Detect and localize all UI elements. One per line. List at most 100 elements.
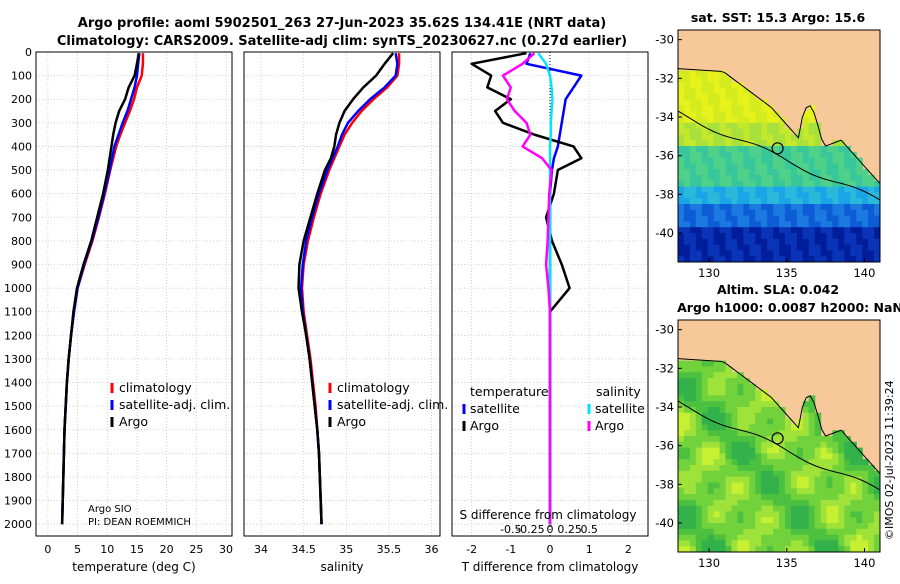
- ocean-cell: [850, 256, 857, 262]
- ocean-cell: [838, 151, 845, 159]
- ocean-cell: [802, 540, 810, 547]
- ocean-cell: [862, 192, 869, 199]
- ocean-cell: [695, 430, 703, 437]
- ocean-cell: [784, 198, 792, 205]
- ocean-cell: [814, 447, 822, 454]
- ocean-cell: [790, 505, 798, 512]
- ocean-cell: [820, 465, 828, 472]
- ocean-cell: [844, 476, 851, 483]
- ocean-cell: [689, 505, 697, 512]
- ocean-cell: [790, 517, 798, 524]
- ocean-cell: [826, 238, 834, 246]
- ocean-cell: [808, 499, 816, 507]
- ocean-cell: [856, 192, 863, 199]
- ocean-cell: [820, 534, 828, 541]
- legend-title-salinity: salinity: [596, 384, 641, 399]
- ocean-cell: [844, 233, 851, 240]
- ocean-cell: [707, 517, 715, 524]
- ocean-cell: [850, 204, 857, 211]
- ocean-cell: [678, 505, 685, 512]
- ocean-cell: [678, 209, 685, 217]
- ocean-cell: [862, 186, 869, 193]
- ocean-cell: [761, 488, 768, 495]
- ocean-cell: [773, 499, 780, 507]
- map-lon-label: 130: [698, 556, 720, 570]
- ocean-cell: [802, 238, 810, 246]
- ocean-cell: [767, 157, 774, 164]
- ocean-cell: [707, 169, 715, 176]
- ocean-cell: [808, 453, 816, 460]
- ocean-cell: [802, 209, 810, 217]
- ocean-cell: [838, 505, 845, 512]
- ocean-cell: [695, 151, 703, 159]
- ocean-cell: [719, 93, 727, 101]
- ocean-cell: [779, 534, 786, 541]
- ocean-cell: [868, 175, 875, 182]
- ocean-cell: [683, 534, 691, 541]
- ocean-cell: [689, 523, 697, 530]
- ocean-cell: [773, 476, 780, 483]
- ocean-cell: [678, 233, 685, 240]
- ocean-cell: [683, 389, 691, 396]
- ocean-cell: [749, 105, 756, 112]
- ocean-cell: [802, 482, 810, 489]
- ocean-cell: [743, 389, 750, 396]
- ocean-cell: [773, 250, 780, 257]
- ocean-cell: [784, 227, 792, 234]
- ocean-cell: [868, 215, 875, 222]
- ocean-cell: [850, 221, 857, 228]
- ocean-cell: [749, 546, 756, 552]
- ocean-cell: [767, 447, 774, 454]
- ocean-cell: [820, 447, 828, 454]
- ocean-cell: [719, 105, 727, 112]
- ocean-cell: [779, 499, 786, 507]
- ocean-cell: [695, 534, 703, 541]
- ocean-cell: [820, 482, 828, 489]
- ocean-cell: [707, 140, 715, 147]
- ocean-cell: [683, 412, 691, 420]
- ocean-cell: [826, 517, 834, 524]
- ocean-cell: [790, 424, 798, 431]
- ocean-cell: [832, 233, 840, 240]
- depth-tick-label: 0: [25, 46, 32, 59]
- ocean-cell: [874, 204, 880, 211]
- ocean-cell: [779, 256, 786, 262]
- ocean-cell: [731, 105, 739, 112]
- ocean-cell: [713, 528, 721, 536]
- ocean-cell: [773, 459, 780, 466]
- ocean-cell: [779, 528, 786, 536]
- ocean-cell: [689, 441, 697, 449]
- ocean-cell: [725, 494, 733, 501]
- ocean-cell: [731, 494, 739, 501]
- ocean-cell: [725, 256, 733, 262]
- ocean-cell: [820, 244, 828, 251]
- ocean-cell: [743, 436, 750, 443]
- ocean-cell: [701, 175, 709, 182]
- ocean-cell: [844, 528, 851, 536]
- ocean-cell: [678, 198, 685, 205]
- ocean-cell: [796, 441, 804, 449]
- ocean-cell: [856, 204, 863, 211]
- ocean-cell: [737, 82, 744, 89]
- ocean-cell: [689, 366, 697, 373]
- ocean-cell: [838, 186, 845, 193]
- ocean-cell: [838, 430, 845, 437]
- ocean-cell: [820, 151, 828, 159]
- ocean-cell: [695, 238, 703, 246]
- ocean-cell: [707, 465, 715, 472]
- depth-tick-label: 600: [11, 188, 32, 201]
- ocean-cell: [725, 238, 733, 246]
- ocean-cell: [719, 70, 727, 77]
- ocean-cell: [683, 99, 691, 106]
- ocean-cell: [790, 453, 798, 460]
- ocean-cell: [838, 215, 845, 222]
- ocean-cell: [820, 488, 828, 495]
- ocean-cell: [678, 546, 685, 552]
- ocean-cell: [784, 134, 792, 141]
- ocean-cell: [796, 465, 804, 472]
- ocean-cell: [749, 499, 756, 507]
- ocean-cell: [779, 517, 786, 524]
- ocean-cell: [767, 238, 774, 246]
- ocean-cell: [719, 389, 727, 396]
- ocean-cell: [725, 128, 733, 135]
